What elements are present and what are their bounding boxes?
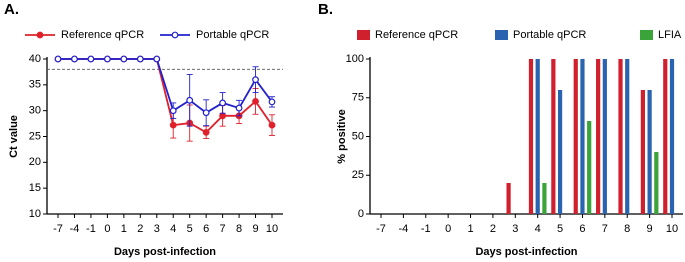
x-tick-label: 8: [236, 223, 242, 235]
bar: [663, 59, 668, 214]
point: [268, 121, 276, 129]
x-tick-label: 4: [535, 223, 541, 235]
y-tick-label: 15: [29, 182, 41, 194]
point: [169, 121, 177, 129]
bar: [542, 183, 547, 214]
point: [219, 99, 227, 107]
y-tick-label: 10: [29, 208, 41, 220]
panel-label: B.: [318, 1, 333, 18]
legend-label: LFIA: [658, 29, 682, 41]
bar: [506, 183, 511, 214]
x-tick-label: -4: [70, 223, 80, 235]
x-tick-label: 9: [647, 223, 653, 235]
point: [103, 55, 111, 63]
legend-marker: [171, 31, 179, 39]
x-tick-label: 6: [579, 223, 585, 235]
bar: [573, 59, 578, 214]
bar: [654, 152, 659, 214]
x-tick-label: 0: [104, 223, 110, 235]
legend-label: Reference qPCR: [375, 29, 458, 41]
legend-marker: [36, 31, 44, 39]
point: [71, 55, 78, 63]
bar: [618, 59, 623, 214]
y-tick-label: 25: [29, 130, 41, 142]
y-tick-label: 40: [29, 53, 41, 65]
bar: [640, 90, 645, 214]
point: [153, 55, 161, 63]
x-tick-label: 1: [121, 223, 127, 235]
x-tick-label: 7: [602, 223, 608, 235]
bar: [647, 90, 652, 214]
y-tick-label: 100: [346, 53, 364, 65]
point: [202, 109, 210, 117]
y-tick-label: 25: [352, 169, 364, 181]
panel-label: A.: [4, 1, 19, 18]
y-tick-label: 35: [29, 79, 41, 91]
point: [235, 104, 243, 112]
x-tick-label: 9: [252, 223, 258, 235]
legend-label: Reference qPCR: [61, 29, 144, 41]
legend-swatch: [495, 30, 508, 40]
x-tick-label: 5: [187, 223, 193, 235]
point: [252, 97, 259, 105]
x-tick-label: -4: [398, 223, 408, 235]
bar: [551, 59, 556, 214]
bar: [528, 59, 534, 214]
y-axis-label: % positive: [336, 109, 348, 163]
x-tick-label: -1: [421, 223, 431, 235]
bar: [557, 90, 563, 214]
bar: [602, 59, 607, 214]
series-line: [58, 58, 273, 114]
legend-swatch: [357, 30, 370, 40]
bar: [580, 59, 585, 214]
x-tick-label: 10: [666, 223, 678, 235]
legend-swatch: [640, 30, 653, 40]
x-tick-label: -1: [86, 223, 96, 235]
x-tick-label: 3: [512, 223, 518, 235]
x-tick-label: 7: [220, 223, 226, 235]
bar: [596, 59, 601, 214]
y-tick-label: 20: [29, 156, 41, 168]
bar: [535, 59, 540, 214]
x-tick-label: 2: [137, 223, 143, 235]
bar: [587, 121, 592, 214]
x-tick-label: 2: [490, 223, 496, 235]
point: [54, 55, 62, 63]
bar: [669, 59, 675, 214]
y-tick-label: 30: [29, 105, 41, 117]
x-tick-label: -7: [376, 223, 386, 235]
x-tick-label: 4: [170, 223, 176, 235]
bar: [625, 59, 630, 214]
x-tick-label: 10: [266, 223, 278, 235]
legend-label: Portable qPCR: [196, 29, 269, 41]
point: [268, 98, 276, 106]
point: [87, 55, 95, 63]
x-tick-label: 6: [203, 223, 209, 235]
x-tick-label: 0: [445, 223, 451, 235]
x-tick-label: 3: [154, 223, 160, 235]
y-axis-label: Ct value: [8, 115, 20, 158]
x-tick-label: 5: [557, 223, 563, 235]
point: [252, 76, 259, 84]
point: [202, 128, 210, 136]
legend-label: Portable qPCR: [513, 29, 586, 41]
y-tick-label: 50: [352, 130, 364, 142]
x-axis-label: Days post-infection: [475, 246, 577, 258]
point: [120, 55, 128, 63]
point: [186, 96, 194, 104]
point: [169, 107, 177, 115]
y-tick-label: 75: [352, 92, 364, 104]
x-tick-label: 8: [624, 223, 630, 235]
point: [219, 112, 227, 120]
y-tick-label: 0: [358, 208, 364, 220]
x-tick-label: 1: [467, 223, 473, 235]
series-line: [58, 58, 273, 134]
x-tick-label: -7: [53, 223, 63, 235]
point: [136, 55, 144, 63]
x-axis-label: Days post-infection: [114, 246, 216, 258]
